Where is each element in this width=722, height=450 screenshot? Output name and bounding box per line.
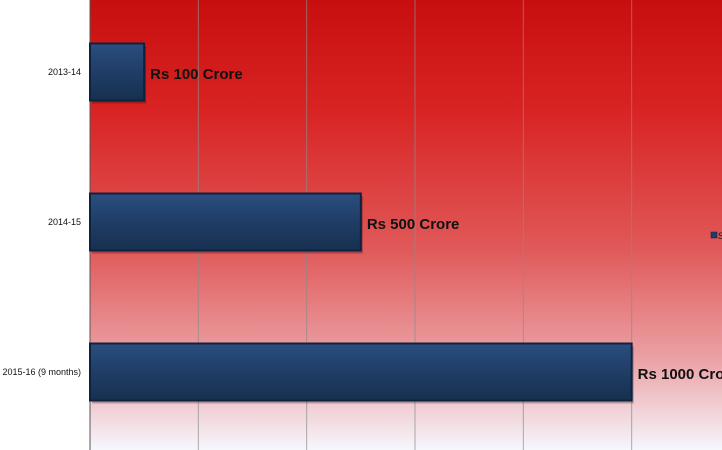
legend-label: S bbox=[718, 231, 722, 241]
bar bbox=[89, 342, 633, 402]
legend-swatch bbox=[710, 231, 718, 239]
data-label: Rs 100 Crore bbox=[150, 66, 243, 83]
category-label: 2015-16 (9 months) bbox=[2, 367, 81, 377]
data-label: Rs 500 Crore bbox=[367, 216, 460, 233]
category-label: 2014-15 bbox=[48, 217, 81, 227]
legend: S bbox=[710, 231, 722, 241]
data-labels: Rs 100 Crore Rs 500 Crore Rs 1000 Crore bbox=[150, 66, 722, 383]
data-label: Rs 1000 Crore bbox=[638, 366, 722, 383]
bar bbox=[89, 42, 146, 102]
category-label: 2013-14 bbox=[48, 67, 81, 77]
bar bbox=[89, 192, 362, 252]
category-labels: 2013-14 2014-15 2015-16 (9 months) bbox=[2, 67, 81, 377]
bars bbox=[89, 42, 634, 404]
